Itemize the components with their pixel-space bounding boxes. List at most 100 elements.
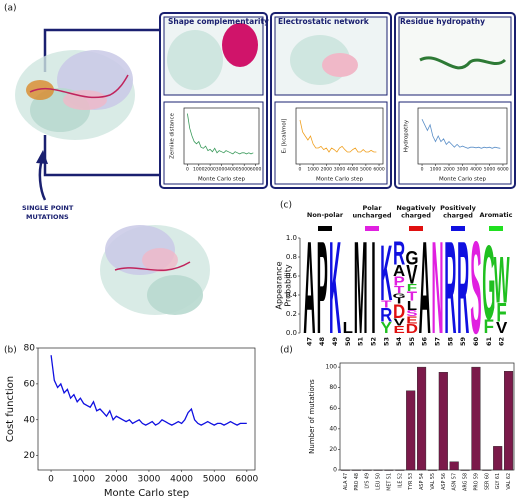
x-tick-label: 47 bbox=[305, 337, 313, 346]
logo-letter: R bbox=[380, 303, 392, 326]
x-tick-label: 60 bbox=[472, 337, 480, 347]
logo-letter: P bbox=[393, 274, 404, 289]
x-tick-label: 6000 bbox=[497, 167, 509, 173]
logo-letter: V bbox=[406, 260, 417, 290]
logo-letter: F bbox=[496, 298, 506, 328]
y-axis-label: Zernike distance bbox=[170, 113, 176, 159]
x-tick-label: 0 bbox=[421, 167, 424, 173]
x-tick-label: PRO 48 bbox=[354, 473, 360, 491]
y-tick-label: 100 bbox=[326, 364, 338, 371]
y-tick-label: 20 bbox=[329, 446, 337, 453]
x-tick-label: 1000 bbox=[193, 167, 205, 173]
x-tick-label: LEU 50 bbox=[376, 473, 382, 490]
group-label: Non-polar bbox=[307, 211, 344, 219]
x-tick-label: 53 bbox=[382, 337, 390, 346]
data-line bbox=[299, 119, 377, 153]
x-tick-label: 4000 bbox=[470, 167, 482, 173]
bar bbox=[417, 366, 427, 471]
y-tick-label: 20 bbox=[24, 451, 36, 461]
x-tick-label: TYR 53 bbox=[408, 473, 414, 491]
x-tick-label: 62 bbox=[498, 337, 506, 346]
logo-letter: T bbox=[381, 298, 392, 310]
y-axis-label: Cost function bbox=[5, 376, 16, 442]
panel-label: (b) bbox=[4, 346, 17, 356]
x-tick-label: 6000 bbox=[373, 167, 385, 173]
x-tick-label: VAL 55 bbox=[430, 473, 436, 490]
group-label: Aromatic bbox=[479, 211, 512, 219]
logo-letter: G bbox=[405, 246, 418, 269]
data-line bbox=[187, 113, 254, 155]
x-tick-label: 5000 bbox=[203, 475, 226, 485]
y-tick-label: 0.2 bbox=[286, 310, 297, 318]
x-axis-label: Monte Carlo step bbox=[104, 488, 189, 499]
protein-image bbox=[100, 225, 210, 315]
x-tick-label: 3000 bbox=[216, 167, 228, 173]
x-tick-label: 6000 bbox=[250, 167, 262, 173]
x-tick-label: 5000 bbox=[360, 167, 372, 173]
x-axis-label: Monte Carlo step bbox=[316, 177, 363, 183]
x-tick-label: 1000 bbox=[307, 167, 319, 173]
bar bbox=[493, 446, 503, 471]
box-title: Residue hydropathy bbox=[400, 17, 485, 26]
x-tick-label: ASP 56 bbox=[441, 473, 447, 490]
bar bbox=[362, 469, 372, 471]
x-tick-label: 52 bbox=[369, 337, 377, 346]
x-tick-label: 59 bbox=[459, 337, 467, 347]
x-tick-label: 48 bbox=[318, 337, 326, 347]
y-tick-label: 80 bbox=[329, 384, 337, 391]
bar bbox=[351, 469, 361, 471]
x-tick-label: 3000 bbox=[334, 167, 346, 173]
panel-label: (c) bbox=[280, 201, 292, 211]
data-line bbox=[421, 119, 501, 149]
x-tick-label: ALA 47 bbox=[343, 473, 349, 490]
group-color bbox=[318, 226, 332, 231]
group-label: Polar uncharged bbox=[352, 204, 391, 220]
bar bbox=[384, 469, 394, 471]
x-axis-label: Monte Carlo step bbox=[439, 177, 486, 183]
logo-letter: V bbox=[393, 316, 405, 328]
arrow-head bbox=[36, 150, 48, 164]
logo-letter: R bbox=[444, 214, 456, 361]
group-color bbox=[489, 226, 503, 231]
plot-frame bbox=[339, 362, 515, 471]
y-axis-label: AppearanceProbability bbox=[274, 261, 292, 309]
x-tick-label: 2000 bbox=[204, 167, 216, 173]
group-label: Negatively charged bbox=[396, 204, 436, 220]
logo-letter: P bbox=[317, 214, 328, 361]
x-tick-label: 49 bbox=[331, 337, 339, 347]
logo-letter: S bbox=[406, 309, 418, 318]
logo-letter: W bbox=[494, 244, 510, 318]
x-tick-label: 6000 bbox=[235, 475, 258, 485]
y-tick-label: 40 bbox=[24, 415, 36, 425]
x-tick-label: 55 bbox=[408, 337, 416, 347]
bar bbox=[427, 469, 437, 471]
group-label: Positively charged bbox=[440, 204, 477, 220]
x-tick-label: ILE 52 bbox=[397, 473, 403, 488]
bar bbox=[460, 469, 470, 471]
logo-letter: R bbox=[457, 214, 469, 361]
logo-letter: D bbox=[393, 300, 405, 323]
bar bbox=[406, 390, 416, 471]
group-color bbox=[409, 226, 423, 231]
x-tick-label: GLY 61 bbox=[495, 473, 501, 489]
x-tick-label: 5000 bbox=[484, 167, 496, 173]
y-tick-label: 0.0 bbox=[286, 329, 297, 337]
y-tick-label: 0.4 bbox=[286, 291, 298, 299]
logo-letter: I bbox=[371, 214, 376, 361]
y-tick-label: 60 bbox=[24, 379, 36, 389]
x-tick-label: ASN 57 bbox=[452, 473, 458, 491]
logo-letter: N bbox=[431, 214, 443, 361]
x-tick-label: LYS 49 bbox=[365, 473, 371, 489]
logo-letter: V bbox=[496, 319, 507, 336]
x-tick-label: 50 bbox=[344, 337, 352, 347]
box-title: Shape complementarity bbox=[168, 17, 269, 26]
x-tick-label: 58 bbox=[446, 337, 454, 347]
method-box: Shape complementarity bbox=[159, 12, 269, 189]
logo-letter: A bbox=[419, 214, 431, 361]
logo-letter: D bbox=[406, 322, 418, 337]
x-tick-label: 51 bbox=[357, 337, 365, 347]
logo-letter: G bbox=[393, 292, 406, 300]
x-tick-label: 1000 bbox=[430, 167, 442, 173]
x-tick-label: SER 60 bbox=[484, 473, 490, 490]
